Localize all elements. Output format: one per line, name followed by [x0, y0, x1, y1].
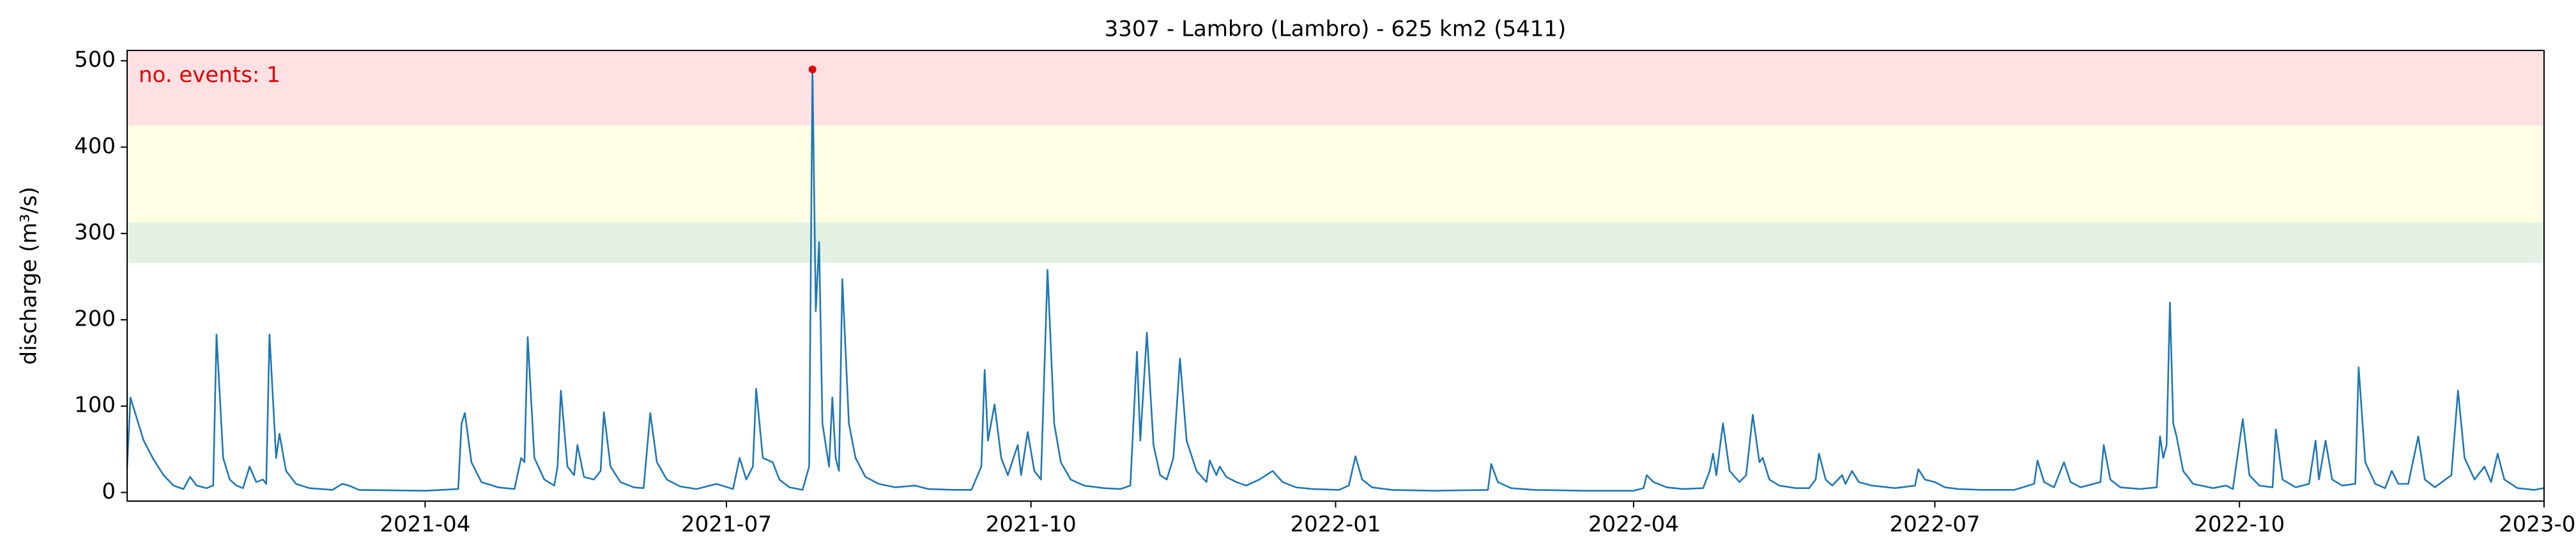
- y-tick-label: 500: [74, 47, 116, 73]
- x-tick-label: 2023-01: [2499, 512, 2576, 537]
- plot-frame: [126, 50, 2545, 502]
- y-tick-label: 400: [74, 133, 116, 159]
- discharge-line: [126, 68, 2545, 492]
- x-tick-label: 2022-07: [1889, 512, 1980, 537]
- x-tick-label: 2021-10: [986, 512, 1077, 537]
- y-tick-label: 200: [74, 306, 116, 331]
- y-tick-label: 0: [102, 479, 116, 504]
- threshold-band: [127, 222, 2544, 263]
- y-axis-label: discharge (m³/s): [17, 187, 42, 365]
- y-tick-label: 100: [74, 393, 116, 418]
- x-tick-label: 2021-04: [379, 512, 470, 537]
- x-tick-label: 2022-10: [2194, 512, 2285, 537]
- event-marker: [808, 65, 816, 73]
- chart-title: 3307 - Lambro (Lambro) - 625 km2 (5411): [1105, 17, 1567, 42]
- event-count: no. events: 1: [139, 63, 280, 88]
- x-tick-label: 2022-01: [1290, 512, 1381, 537]
- y-tick-label: 300: [74, 220, 116, 245]
- x-tick-label: 2021-07: [681, 512, 772, 537]
- threshold-band: [127, 50, 2544, 126]
- x-tick-label: 2022-04: [1588, 512, 1679, 537]
- threshold-band: [127, 125, 2544, 223]
